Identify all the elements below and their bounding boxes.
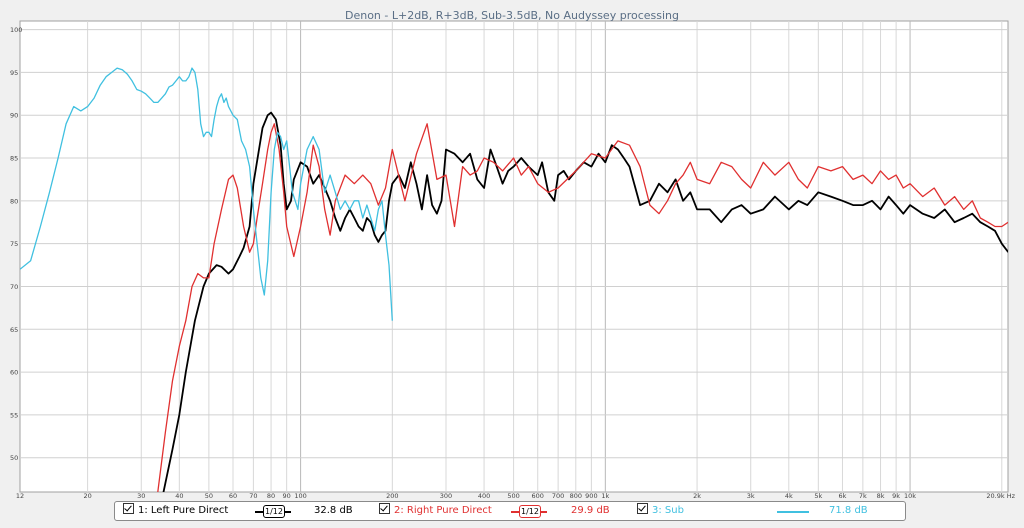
y-tick-label: 100 — [10, 26, 22, 34]
checkbox-icon[interactable] — [637, 503, 648, 514]
y-tick-label: 95 — [10, 69, 18, 77]
checkbox-icon[interactable] — [123, 503, 134, 514]
legend-item-sub[interactable]: 3: Sub — [637, 502, 684, 520]
x-tick-label: 3k — [747, 492, 755, 500]
chart-title: Denon - L+2dB, R+3dB, Sub-3.5dB, No Audy… — [345, 9, 679, 22]
x-tick-label: 8k — [877, 492, 885, 500]
legend-value: 71.8 dB — [829, 505, 868, 516]
legend: 1: Left Pure Direct 1/12 32.8 dB 2: Righ… — [114, 501, 906, 521]
smoothing-badge[interactable]: 1/12 — [263, 505, 285, 518]
x-tick-label: 80 — [267, 492, 275, 500]
series-line-right-pure-direct — [157, 123, 1008, 492]
x-tick-label: 7k — [859, 492, 867, 500]
grid — [20, 21, 1008, 492]
y-tick-label: 60 — [10, 369, 18, 377]
legend-item-right[interactable]: 2: Right Pure Direct — [379, 502, 492, 520]
legend-swatch — [777, 511, 809, 513]
x-tick-label: 900 — [585, 492, 597, 500]
y-tick-label: 55 — [10, 411, 18, 419]
x-tick-label: 70 — [249, 492, 257, 500]
x-tick-label: 600 — [532, 492, 544, 500]
x-tick-label: 100 — [294, 492, 306, 500]
legend-label: 1: Left Pure Direct — [138, 505, 229, 516]
y-tick-label: 75 — [10, 240, 18, 248]
series-line-left-pure-direct — [162, 111, 1008, 492]
legend-label: 3: Sub — [652, 505, 684, 516]
legend-value: 29.9 dB — [571, 505, 610, 516]
x-tick-label: 9k — [892, 492, 900, 500]
axes: 12 20 30 40 50 60 70 80 90 100 200 300 400 500 600 700 8… — [10, 26, 1016, 500]
y-tick-label: 85 — [10, 155, 18, 163]
x-tick-label: 50 — [205, 492, 213, 500]
series-line-sub — [20, 67, 393, 321]
x-tick-label: 60 — [229, 492, 237, 500]
y-tick-label: 50 — [10, 454, 18, 462]
x-tick-label: 20 — [83, 492, 91, 500]
x-tick-label: 20.9k Hz — [986, 492, 1015, 500]
x-tick-label: 5k — [814, 492, 822, 500]
x-tick-label: 800 — [570, 492, 582, 500]
y-tick-label: 80 — [10, 197, 18, 205]
legend-value: 32.8 dB — [314, 505, 353, 516]
y-tick-label: 90 — [10, 112, 18, 120]
x-tick-label: 10k — [904, 492, 916, 500]
legend-item-left[interactable]: 1: Left Pure Direct — [123, 502, 228, 520]
x-tick-label: 2k — [693, 492, 701, 500]
x-tick-label: 200 — [386, 492, 398, 500]
x-tick-label: 400 — [478, 492, 490, 500]
x-tick-label: 300 — [440, 492, 452, 500]
x-tick-label: 90 — [283, 492, 291, 500]
x-tick-label: 30 — [137, 492, 145, 500]
x-tick-label: 500 — [507, 492, 519, 500]
x-tick-label: 6k — [839, 492, 847, 500]
x-tick-label: 40 — [175, 492, 183, 500]
y-tick-label: 70 — [10, 283, 18, 291]
x-tick-label: 4k — [785, 492, 793, 500]
legend-label: 2: Right Pure Direct — [394, 505, 492, 516]
checkbox-icon[interactable] — [379, 503, 390, 514]
x-tick-label: 12 — [16, 492, 24, 500]
y-tick-label: 65 — [10, 326, 18, 334]
x-tick-label: 700 — [552, 492, 564, 500]
x-tick-label: 1k — [601, 492, 609, 500]
smoothing-badge[interactable]: 1/12 — [519, 505, 541, 518]
series-layer — [20, 67, 1008, 492]
